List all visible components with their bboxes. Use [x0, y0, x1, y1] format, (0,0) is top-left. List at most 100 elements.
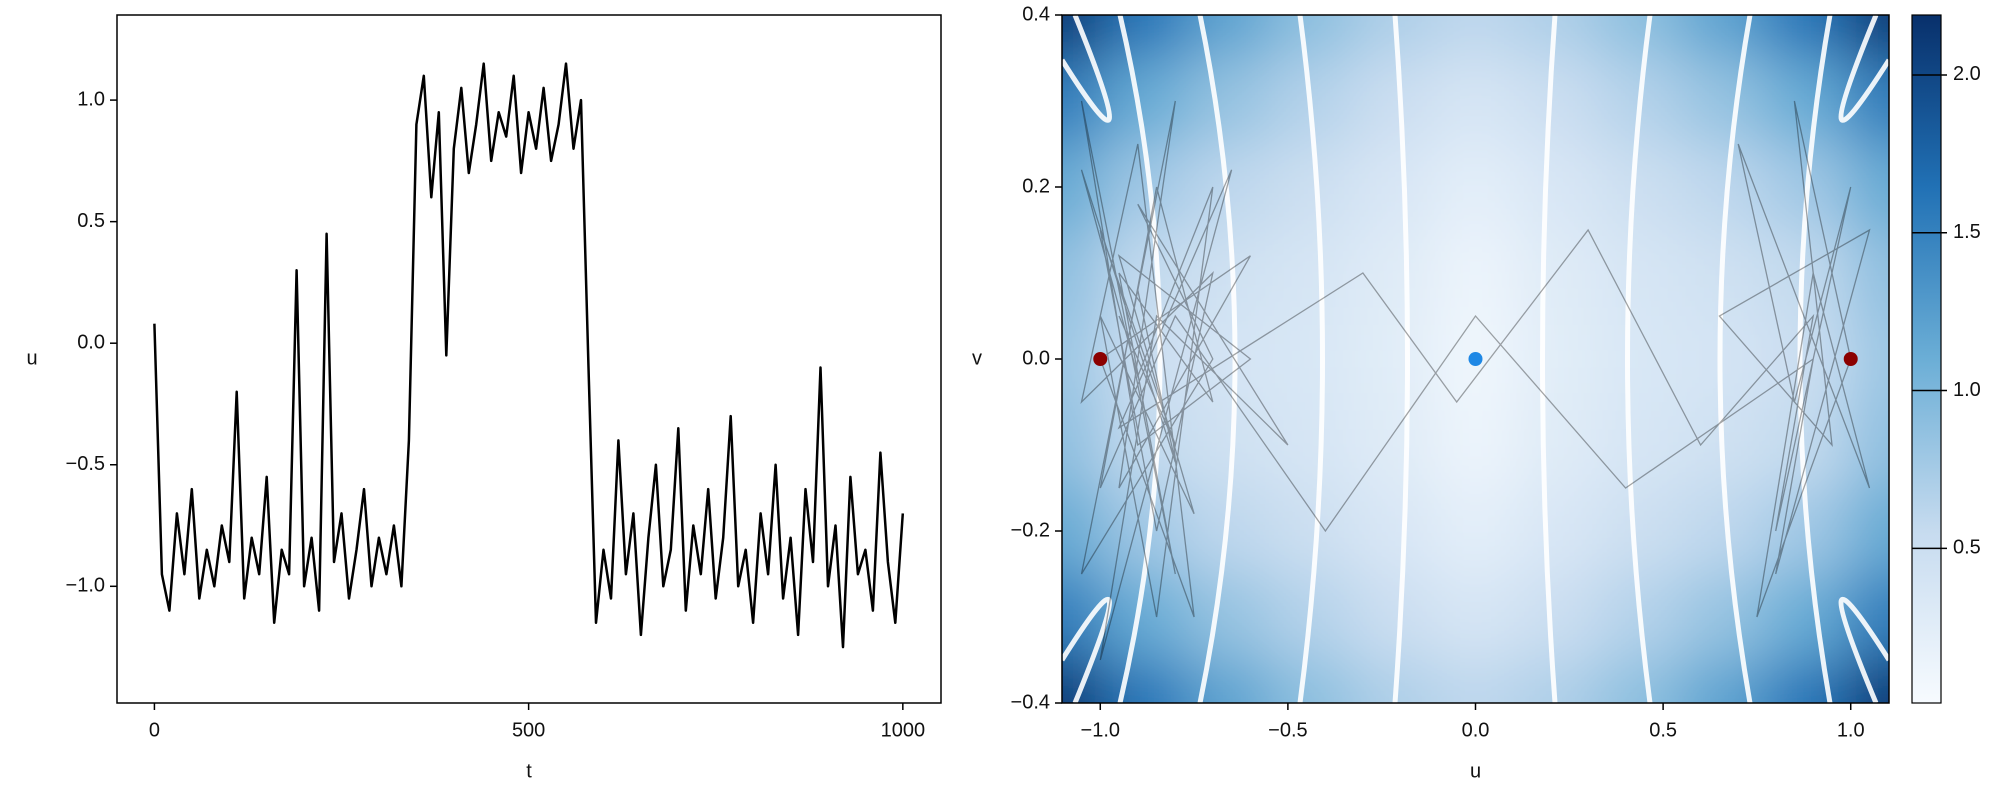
y-tick-label: 0.2 — [1022, 175, 1050, 197]
heatmap-cell — [1351, 574, 1435, 661]
heatmap-cell — [1104, 402, 1188, 489]
heatmap-cell — [1104, 316, 1188, 403]
colorbar — [1911, 14, 1942, 704]
heatmap-cell — [1062, 230, 1105, 317]
heatmap-cell — [1434, 144, 1518, 231]
heatmap-cell — [1269, 316, 1353, 403]
heatmap-cell — [1104, 574, 1188, 661]
trajectory-layer — [1080, 100, 1871, 661]
heatmap-cell — [1351, 58, 1435, 145]
heatmap-cell — [1516, 316, 1600, 403]
trajectory — [1080, 100, 1871, 661]
heatmap-cell — [1186, 58, 1270, 145]
heatmap-cell — [1434, 230, 1518, 317]
heatmap-cell — [1351, 144, 1435, 231]
x-tick-label: −1.0 — [1081, 719, 1120, 741]
y-tick-label: −0.2 — [1011, 519, 1050, 541]
heatmap-cell — [1599, 660, 1683, 703]
fixed-point — [1468, 352, 1483, 366]
heatmap-cell — [1516, 488, 1600, 575]
heatmap-cell — [1846, 402, 1889, 489]
colorbar-tick-label: 0.5 — [1953, 537, 1981, 559]
heatmap-cell — [1516, 402, 1600, 489]
y-tick-label: −0.5 — [66, 453, 105, 475]
heatmap-cell — [1062, 488, 1105, 575]
heatmap-cell — [1104, 15, 1188, 59]
heatmap-cell — [1599, 488, 1683, 575]
heatmap-cell — [1351, 402, 1435, 489]
x-axis-label: u — [1470, 760, 1481, 782]
heatmap-cell — [1269, 660, 1353, 703]
heatmap-cell — [1062, 402, 1105, 489]
heatmap-cell — [1516, 660, 1600, 703]
heatmap-cell — [1186, 574, 1270, 661]
heatmap-cell — [1269, 230, 1353, 317]
colorbar-tick-label: 1.5 — [1953, 221, 1981, 243]
heatmap-cell — [1434, 402, 1518, 489]
heatmap-cell — [1351, 488, 1435, 575]
heatmap-cell — [1434, 660, 1518, 703]
y-tick-label: 1.0 — [77, 88, 105, 110]
y-tick-label: 0.5 — [77, 210, 105, 232]
x-tick-label: 500 — [512, 719, 545, 741]
heatmap-cell — [1269, 144, 1353, 231]
heatmap-cell — [1846, 230, 1889, 317]
heatmap-cell — [1104, 230, 1188, 317]
y-axis-label: u — [26, 347, 37, 369]
heatmap-cell — [1681, 58, 1765, 145]
heatmap-cell — [1516, 144, 1600, 231]
heatmap-cell — [1846, 144, 1889, 231]
heatmap-cell — [1434, 15, 1518, 59]
x-tick-label: 0.5 — [1649, 719, 1677, 741]
heatmap-cell — [1764, 58, 1848, 145]
heatmap-cell — [1062, 144, 1105, 231]
heatmap-cell — [1599, 15, 1683, 59]
heatmap-cell — [1516, 230, 1600, 317]
series-line — [153, 62, 905, 649]
y-axis-label: v — [972, 347, 982, 369]
y-tick-label: 0.0 — [77, 331, 105, 353]
heatmap-cell — [1186, 230, 1270, 317]
heatmap-cell — [1764, 574, 1848, 661]
axes-layer: 0 500 1000 −1.0 −0.5 0.0 0.5 1.0 t u −1.0 −0.5 0.0 0.… — [26, 3, 1980, 782]
heatmap-cell — [1516, 15, 1600, 59]
y-tick-label: 0.0 — [1022, 347, 1050, 369]
heatmap-cell — [1351, 230, 1435, 317]
y-tick-label: −0.4 — [1011, 691, 1050, 713]
heatmap-cell — [1434, 58, 1518, 145]
x-tick-label: 1.0 — [1837, 719, 1865, 741]
y-tick-label: −1.0 — [66, 575, 105, 597]
x-tick-label: 1000 — [881, 719, 926, 741]
heatmap-cell — [1269, 402, 1353, 489]
heatmap-cell — [1434, 488, 1518, 575]
heatmap-cell — [1681, 574, 1765, 661]
heatmap-cell — [1764, 660, 1848, 703]
heatmap-cell — [1599, 230, 1683, 317]
fixed-point-layer — [1093, 352, 1858, 366]
fixed-point — [1093, 352, 1108, 366]
heatmap-cell — [1846, 488, 1889, 575]
heatmap — [1062, 15, 1889, 703]
x-tick-label: 0 — [149, 719, 160, 741]
x-tick-label: −0.5 — [1268, 719, 1307, 741]
heatmap-cell — [1764, 402, 1848, 489]
heatmap-cell — [1516, 574, 1600, 661]
heatmap-cell — [1599, 144, 1683, 231]
heatmap-cell — [1351, 316, 1435, 403]
heatmap-cell — [1104, 660, 1188, 703]
heatmap-cell — [1269, 15, 1353, 59]
heatmap-cell — [1764, 230, 1848, 317]
heatmap-cell — [1681, 316, 1765, 403]
heatmap-cell — [1434, 574, 1518, 661]
y-tick-label: 0.4 — [1022, 3, 1050, 25]
heatmap-cell — [1599, 402, 1683, 489]
colorbar-tick-label: 2.0 — [1953, 63, 1981, 85]
heatmap-cell — [1516, 58, 1600, 145]
heatmap-cell — [1269, 488, 1353, 575]
heatmap-cell — [1764, 15, 1848, 59]
x-tick-label: 0.0 — [1462, 719, 1490, 741]
heatmap-cell — [1599, 316, 1683, 403]
heatmap-cell — [1104, 58, 1188, 145]
heatmap-cell — [1186, 402, 1270, 489]
